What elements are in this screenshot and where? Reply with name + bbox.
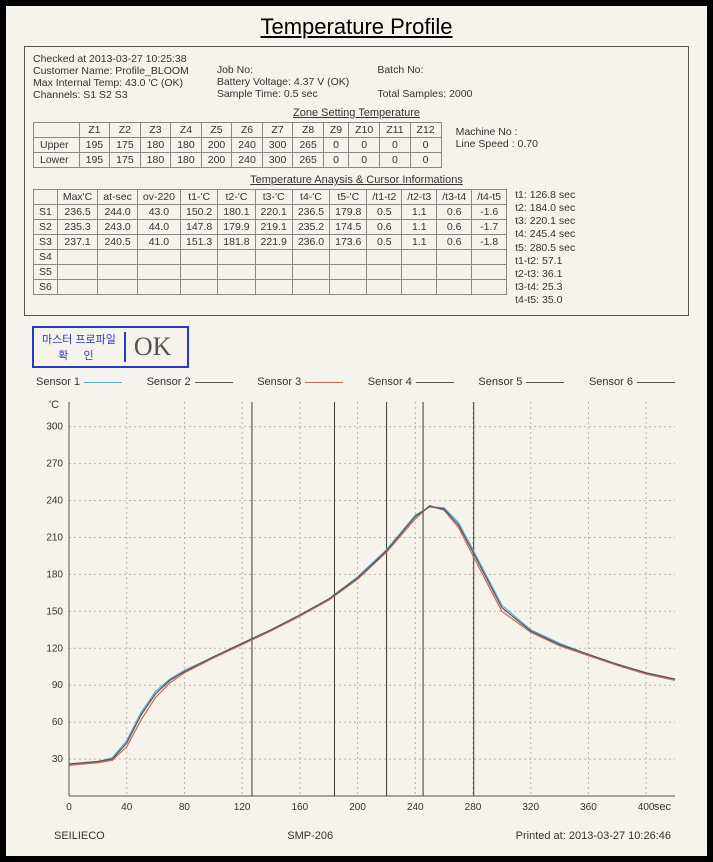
svg-text:30: 30: [51, 754, 63, 765]
approval-stamp: 마스터 프로파일 확 인 OK: [32, 326, 189, 368]
svg-text:210: 210: [46, 533, 63, 544]
analysis-table: Max'Cat-secov-220t1-'Ct2-'Ct3-'Ct4-'Ct5-…: [33, 189, 507, 295]
svg-text:120: 120: [46, 643, 63, 654]
legend-item: Sensor 6: [589, 376, 675, 388]
zone-side-info: Machine No :Line Speed : 0.70: [456, 122, 538, 150]
legend-item: Sensor 1: [36, 376, 122, 388]
meta-col-1: Checked at 2013-03-27 10:25:38Customer N…: [33, 53, 189, 101]
stamp-line1: 마스터 프로파일: [42, 331, 116, 347]
svg-text:160: 160: [291, 802, 308, 813]
svg-text:280: 280: [464, 802, 481, 813]
svg-text:320: 320: [522, 802, 539, 813]
meta-line: Max Internal Temp: 43.0 'C (OK): [33, 77, 189, 89]
svg-text:180: 180: [46, 570, 63, 581]
svg-text:0: 0: [66, 802, 72, 813]
meta-line: Total Samples: 2000: [377, 88, 472, 100]
meta-col-2: Job No:Battery Voltage: 4.37 V (OK)Sampl…: [217, 64, 350, 101]
legend-item: Sensor 3: [257, 376, 343, 388]
zone-section-title: Zone Setting Temperature: [33, 107, 680, 119]
meta-line: Job No:: [217, 64, 350, 76]
meta-line: Battery Voltage: 4.37 V (OK): [217, 76, 350, 88]
meta-line: Sample Time: 0.5 sec: [217, 88, 350, 100]
svg-text:150: 150: [46, 606, 63, 617]
zone-wrap: Z1Z2Z3Z4Z5Z6Z7Z8Z9Z10Z11Z12Upper19517518…: [33, 122, 680, 168]
svg-text:90: 90: [51, 680, 63, 691]
info-box: Checked at 2013-03-27 10:25:38Customer N…: [24, 46, 689, 316]
svg-text:300: 300: [46, 422, 63, 433]
footer-left: SEILIECO: [54, 830, 105, 842]
analysis-section-title: Temperature Anaysis & Cursor Information…: [33, 174, 680, 186]
footer-right: Printed at: 2013-03-27 10:26:46: [516, 830, 671, 842]
svg-text:240: 240: [46, 496, 63, 507]
page-title: Temperature Profile: [24, 14, 689, 40]
svg-text:270: 270: [46, 459, 63, 470]
meta-line: [377, 76, 472, 88]
legend-item: Sensor 2: [147, 376, 233, 388]
svg-text:120: 120: [233, 802, 250, 813]
stamp-line2: 확 인: [42, 347, 116, 363]
meta-line: Batch No:: [377, 64, 472, 76]
meta-line: Channels: S1 S2 S3: [33, 89, 189, 101]
meta-line: Customer Name: Profile_BLOOM: [33, 65, 189, 77]
stamp-ok: OK: [124, 332, 180, 362]
sensor-legend: Sensor 1 Sensor 2 Sensor 3 Sensor 4 Sensor 5…: [24, 374, 689, 394]
svg-text:80: 80: [178, 802, 190, 813]
page-frame: Temperature Profile Checked at 2013-03-2…: [0, 0, 713, 862]
page-footer: SEILIECO SMP-206 Printed at: 2013-03-27 …: [24, 824, 689, 842]
svg-text:sec: sec: [653, 801, 671, 813]
analysis-wrap: Max'Cat-secov-220t1-'Ct2-'Ct3-'Ct4-'Ct5-…: [33, 189, 680, 307]
page-inner: Temperature Profile Checked at 2013-03-2…: [6, 6, 707, 848]
svg-text:400: 400: [637, 802, 654, 813]
legend-item: Sensor 5: [478, 376, 564, 388]
t-info: t1: 126.8 sect2: 184.0 sect3: 220.1 sect…: [515, 189, 575, 307]
footer-center: SMP-206: [287, 830, 333, 842]
legend-item: Sensor 4: [368, 376, 454, 388]
meta-col-3: Batch No: Total Samples: 2000: [377, 64, 472, 101]
stamp-left: 마스터 프로파일 확 인: [42, 331, 116, 363]
svg-text:40: 40: [121, 802, 133, 813]
svg-text:'C: 'C: [49, 399, 59, 411]
svg-text:60: 60: [51, 717, 63, 728]
temperature-chart: 0 40 80 120 160 200 240 280 320 360 400 30 60 90 120 15…: [27, 394, 687, 824]
chart-svg: 0 40 80 120 160 200 240 280 320 360 400 30 60 90 120 15…: [27, 394, 687, 824]
svg-text:240: 240: [406, 802, 423, 813]
zone-table: Z1Z2Z3Z4Z5Z6Z7Z8Z9Z10Z11Z12Upper19517518…: [33, 122, 442, 168]
svg-text:360: 360: [580, 802, 597, 813]
meta-line: Checked at 2013-03-27 10:25:38: [33, 53, 189, 65]
svg-text:200: 200: [349, 802, 366, 813]
meta-row: Checked at 2013-03-27 10:25:38Customer N…: [33, 53, 680, 101]
